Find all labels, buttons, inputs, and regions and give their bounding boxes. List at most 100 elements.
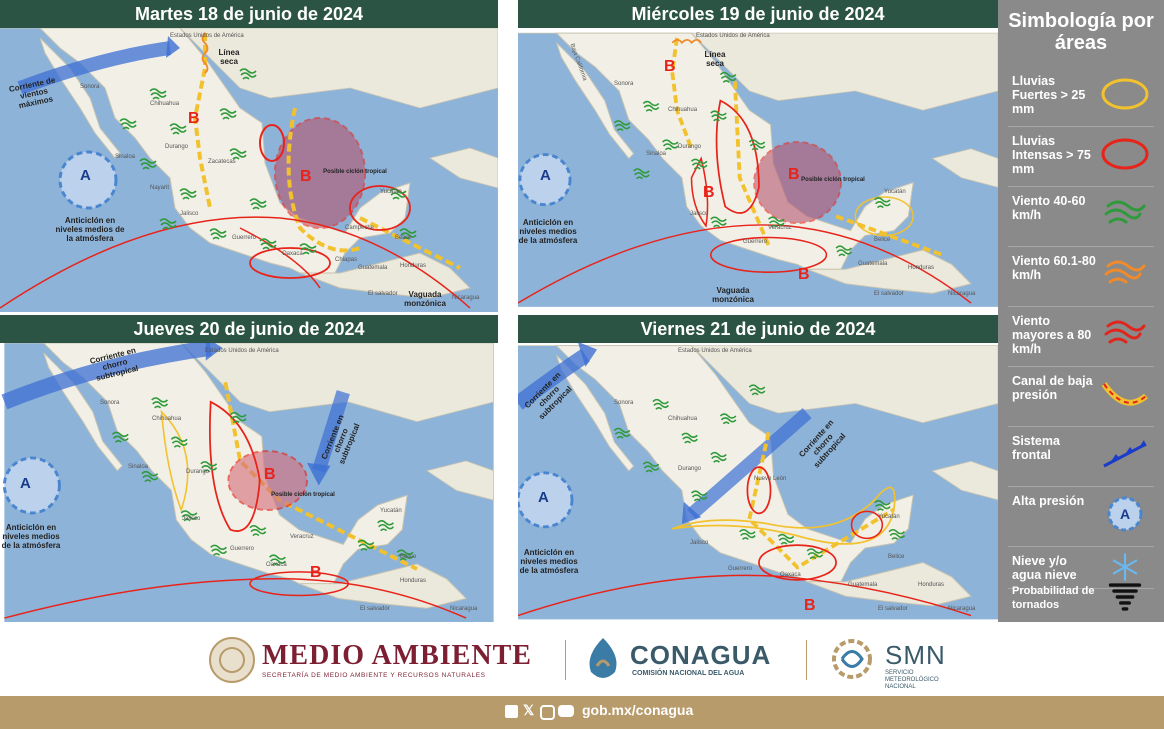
divider — [806, 640, 807, 680]
state-label: Chiapas — [335, 257, 358, 263]
map-panel-2: Miércoles 19 de junio de 2024 B B B B A … — [518, 0, 998, 312]
country-label: Belice — [888, 554, 905, 560]
state-label: Yucatán — [380, 508, 402, 514]
legend-item: Sistema frontal — [1008, 428, 1154, 487]
country-label: El salvador — [368, 291, 398, 297]
medio-ambiente-subtitle: SECRETARÍA DE MEDIO AMBIENTE Y RECURSOS … — [262, 672, 486, 679]
conagua-logo: CONAGUA — [630, 640, 772, 670]
conagua-logo-icon — [589, 638, 617, 678]
legend-item: Probabilidad de tornados — [1008, 578, 1154, 618]
low-pressure-symbol: B — [188, 110, 200, 127]
state-label: Jalisco — [690, 540, 709, 546]
state-label: Oaxaca — [282, 251, 303, 257]
legend-label: Alta presión — [1012, 494, 1085, 508]
high-pressure-symbol: A — [20, 475, 31, 492]
state-label: Sinaloa — [128, 464, 149, 470]
legend-label: Viento 60.1-80 km/h — [1012, 254, 1096, 282]
country-label: Belice — [874, 237, 891, 243]
state-label: Zacatecas — [208, 159, 236, 165]
legend-label: Nieve y/o agua nieve — [1012, 554, 1077, 582]
high-pressure-symbol: A — [80, 167, 91, 184]
cyclone-label: Posible ciclón tropical — [271, 492, 335, 498]
state-label: Durango — [165, 144, 189, 150]
green-wind-icon — [1104, 200, 1146, 224]
country-label: El salvador — [874, 291, 904, 297]
country-label: Estados Unidos de América — [678, 348, 752, 354]
smn-subtitle: SERVICIO METEOROLÓGICO NACIONAL — [885, 670, 939, 690]
mexico-seal-icon — [209, 637, 255, 683]
weather-map: B A Estados Unidos de América Corriente … — [518, 343, 998, 622]
state-label: Sonora — [100, 400, 120, 406]
country-label: Honduras — [908, 265, 935, 271]
footer-bar: 𝕏 gob.mx/conagua — [0, 696, 1164, 729]
orange-wind-icon — [1104, 260, 1146, 284]
country-label: Belice — [400, 554, 417, 560]
state-label: Oaxaca — [780, 572, 801, 578]
dry-line-label: Línea seca — [704, 50, 726, 68]
anticyclone-label: Anticiclón en niveles medios de la atmós… — [518, 218, 578, 245]
footer-logos: MEDIO AMBIENTE SECRETARÍA DE MEDIO AMBIE… — [0, 622, 1164, 696]
divider — [565, 640, 566, 680]
map-panel-3: Jueves 20 de junio de 2024 B B A Estados… — [0, 315, 498, 622]
country-label: Belice — [395, 235, 412, 241]
legend-item: Viento 60.1-80 km/h — [1008, 248, 1154, 307]
country-label: Honduras — [400, 578, 427, 584]
legend-label: Lluvias Intensas > 75 mm — [1012, 134, 1091, 176]
state-label: Chihuahua — [668, 416, 698, 422]
state-label: Guerrero — [232, 235, 257, 241]
conagua-subtitle: COMISIÓN NACIONAL DEL AGUA — [632, 670, 745, 677]
state-label: Yucatán — [878, 514, 900, 520]
facebook-icon[interactable] — [505, 705, 518, 718]
state-label: Guerrero — [230, 546, 255, 552]
low-pressure-symbol: B — [264, 466, 276, 483]
red-ellipse-icon — [1101, 138, 1149, 170]
cyclone-label: Posible ciclón tropical — [801, 177, 865, 183]
instagram-icon[interactable] — [540, 705, 555, 720]
state-label: Chihuahua — [150, 101, 180, 107]
panel-title: Viernes 21 de junio de 2024 — [518, 315, 998, 343]
snowflake-icon — [1112, 553, 1138, 581]
map-panel-1: Martes 18 de junio de 2024 B B A Estados… — [0, 0, 498, 312]
state-label: Durango — [678, 144, 702, 150]
state-label: Veracruz — [290, 534, 314, 540]
legend-label: Canal de baja presión — [1012, 374, 1093, 402]
weather-map: B B A Estados Unidos de América Corrient… — [0, 343, 498, 622]
state-label: Yucatán — [884, 189, 906, 195]
state-label: Durango — [678, 466, 702, 472]
country-label: Estados Unidos de América — [205, 348, 279, 354]
weather-map: B B B B A Estados Unidos de América Líne… — [518, 28, 998, 312]
legend-item: Alta presión A — [1008, 488, 1154, 547]
low-pressure-symbol: B — [788, 166, 800, 183]
state-label: Guerrero — [728, 566, 753, 572]
legend-item: Viento mayores a 80 km/h — [1008, 308, 1154, 367]
legend-panel: Simbología por áreas Lluvias Fuertes > 2… — [998, 0, 1164, 622]
state-label: Sinaloa — [646, 151, 667, 157]
tornado-icon — [1108, 583, 1142, 611]
cold-front-icon — [1103, 440, 1147, 468]
state-label: Sonora — [614, 81, 634, 87]
cyclone-label: Posible ciclón tropical — [323, 169, 387, 175]
anticyclone-label: Anticiclón en niveles medios de la atmós… — [55, 216, 125, 243]
country-label: Guatemala — [358, 265, 388, 271]
youtube-icon[interactable] — [558, 705, 574, 717]
website-link[interactable]: gob.mx/conagua — [582, 702, 694, 718]
x-icon[interactable]: 𝕏 — [523, 702, 535, 718]
anticyclone-label: Anticiclón en niveles medios de la atmós… — [1, 523, 61, 550]
trough-label: Vaguada monzónica — [404, 290, 446, 308]
svg-text:A: A — [1120, 506, 1130, 522]
state-label: Durango — [186, 469, 210, 475]
anticyclone-label: Anticiclón en niveles medios de la atmós… — [519, 548, 579, 575]
panel-title: Miércoles 19 de junio de 2024 — [518, 0, 998, 28]
low-pressure-symbol: B — [798, 266, 810, 283]
legend-item: Lluvias Fuertes > 25 mm — [1008, 68, 1154, 127]
medio-ambiente-logo: MEDIO AMBIENTE — [262, 640, 532, 671]
legend-item: Viento 40-60 km/h — [1008, 188, 1154, 247]
state-label: Sinaloa — [115, 154, 136, 160]
country-label: Nicaragua — [948, 606, 976, 612]
state-label: Yucatán — [380, 189, 402, 195]
country-label: Nicaragua — [450, 606, 478, 612]
map-panel-4: Viernes 21 de junio de 2024 B A Estados … — [518, 315, 998, 622]
state-label: Campeche — [345, 225, 375, 231]
state-label: Sonora — [80, 84, 100, 90]
state-label: Veracruz — [768, 225, 792, 231]
